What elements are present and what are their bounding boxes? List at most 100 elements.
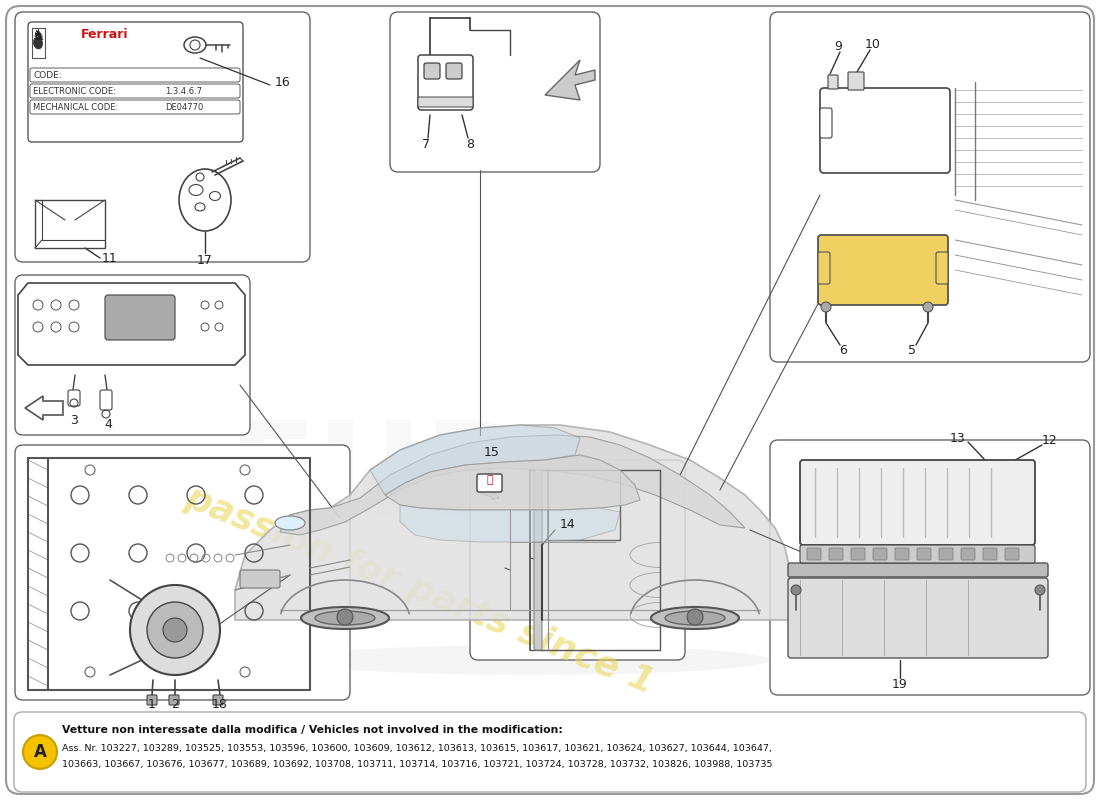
Text: 15: 15 [484,446,499,459]
FancyBboxPatch shape [829,548,843,560]
FancyBboxPatch shape [390,12,600,172]
Text: 17: 17 [197,254,213,266]
FancyBboxPatch shape [6,6,1094,794]
Ellipse shape [651,607,739,629]
Text: 1: 1 [148,698,156,710]
Text: 11: 11 [102,251,118,265]
FancyBboxPatch shape [418,97,473,107]
Circle shape [821,302,830,312]
FancyBboxPatch shape [961,548,975,560]
FancyBboxPatch shape [820,108,832,138]
Circle shape [791,585,801,595]
FancyBboxPatch shape [213,695,223,705]
Text: 10: 10 [865,38,881,51]
FancyBboxPatch shape [818,235,948,305]
Text: Vetture non interessate dalla modifica / Vehicles not involved in the modificati: Vetture non interessate dalla modifica /… [62,725,563,735]
FancyBboxPatch shape [14,712,1086,792]
FancyBboxPatch shape [30,68,240,82]
Text: passion for parts since 1: passion for parts since 1 [180,480,659,700]
Polygon shape [280,435,745,535]
Text: 12: 12 [1042,434,1058,447]
FancyBboxPatch shape [30,84,240,98]
FancyBboxPatch shape [100,390,112,410]
Text: ELECTRONIC CODE:: ELECTRONIC CODE: [33,86,116,95]
FancyBboxPatch shape [28,22,243,142]
Text: 2: 2 [172,698,179,710]
Text: Ferrari: Ferrari [81,27,129,41]
FancyBboxPatch shape [424,63,440,79]
Ellipse shape [666,611,725,625]
Text: CODE:: CODE: [33,70,62,79]
Text: 3: 3 [70,414,78,426]
FancyBboxPatch shape [30,100,240,114]
Ellipse shape [290,645,770,675]
Text: MECHANICAL CODE:: MECHANICAL CODE: [33,102,119,111]
Text: 103663, 103667, 103676, 103677, 103689, 103692, 103708, 103711, 103714, 103716, : 103663, 103667, 103676, 103677, 103689, … [62,759,772,769]
Text: ♞: ♞ [31,29,45,43]
FancyBboxPatch shape [15,12,310,262]
Circle shape [1035,585,1045,595]
Text: 4: 4 [104,418,112,431]
Circle shape [688,609,703,625]
Polygon shape [400,505,620,542]
FancyBboxPatch shape [240,570,280,588]
Ellipse shape [315,611,375,625]
Polygon shape [370,425,580,495]
FancyBboxPatch shape [1005,548,1019,560]
Text: 19: 19 [892,678,907,691]
Circle shape [163,618,187,642]
FancyBboxPatch shape [851,548,865,560]
FancyBboxPatch shape [828,75,838,89]
FancyArrow shape [478,488,499,499]
FancyBboxPatch shape [820,88,950,173]
Polygon shape [235,425,790,620]
FancyBboxPatch shape [470,460,685,660]
FancyBboxPatch shape [169,695,179,705]
Circle shape [147,602,204,658]
Circle shape [337,609,353,625]
FancyBboxPatch shape [800,545,1035,563]
FancyBboxPatch shape [983,548,997,560]
Text: DE04770: DE04770 [165,102,204,111]
FancyBboxPatch shape [895,548,909,560]
FancyBboxPatch shape [477,474,502,492]
Text: 13: 13 [950,431,966,445]
FancyBboxPatch shape [936,252,948,284]
FancyBboxPatch shape [446,63,462,79]
Text: 9: 9 [834,41,842,54]
FancyBboxPatch shape [818,252,830,284]
Polygon shape [385,455,640,510]
FancyBboxPatch shape [15,275,250,435]
Ellipse shape [275,516,305,530]
Text: A: A [34,743,46,761]
FancyBboxPatch shape [104,295,175,340]
Text: 🐎: 🐎 [486,475,493,485]
FancyBboxPatch shape [147,695,157,705]
Ellipse shape [33,37,43,49]
Text: 1.3.4.6.7: 1.3.4.6.7 [165,86,202,95]
Text: Ass. Nr. 103227, 103289, 103525, 103553, 103596, 103600, 103609, 103612, 103613,: Ass. Nr. 103227, 103289, 103525, 103553,… [62,743,772,753]
Text: 8: 8 [466,138,474,151]
FancyBboxPatch shape [418,55,473,110]
FancyBboxPatch shape [807,548,821,560]
Ellipse shape [301,607,389,629]
FancyBboxPatch shape [770,440,1090,695]
FancyBboxPatch shape [848,72,864,90]
FancyBboxPatch shape [15,445,350,700]
Circle shape [923,302,933,312]
FancyBboxPatch shape [917,548,931,560]
FancyBboxPatch shape [873,548,887,560]
Text: 16: 16 [275,77,290,90]
Text: 14: 14 [560,518,576,531]
FancyBboxPatch shape [939,548,953,560]
Text: EUD: EUD [227,417,534,543]
FancyBboxPatch shape [770,12,1090,362]
Text: 7: 7 [422,138,430,151]
FancyBboxPatch shape [800,460,1035,545]
Text: 18: 18 [212,698,228,710]
FancyBboxPatch shape [788,563,1048,577]
Circle shape [130,585,220,675]
FancyArrow shape [25,396,63,420]
FancyBboxPatch shape [788,578,1048,658]
Circle shape [23,735,57,769]
